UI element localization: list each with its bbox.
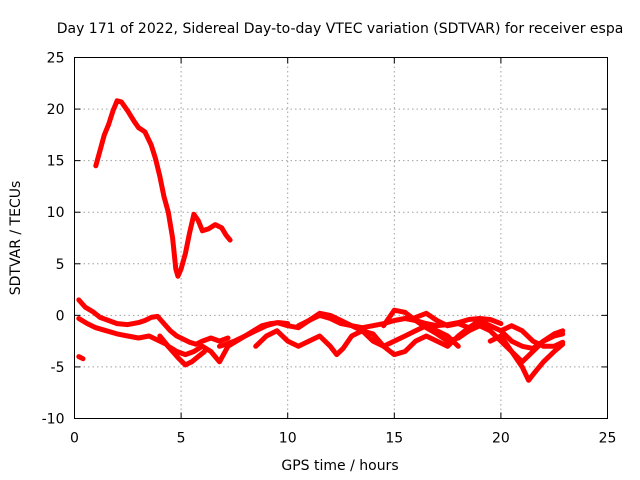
y-tick-label: 5 [56,257,65,273]
series-line-arc-j [487,333,566,383]
series-layer [76,98,566,383]
y-axis-label: SDTVAR / TECUs [8,181,24,296]
y-tick-label: 15 [47,154,65,170]
y-tick-label: -10 [42,412,65,428]
chart-title: Day 171 of 2022, Sidereal Day-to-day VTE… [57,21,624,37]
series-line-arc-c [76,354,86,362]
series-line-arc-b [76,316,208,368]
plot-frame [74,57,608,419]
x-axis-label: GPS time / hours [281,458,398,474]
x-tick-label: 25 [599,431,617,447]
x-tick-label: 5 [177,431,186,447]
series-line-arc-a [76,297,231,347]
y-tick-label: 0 [56,308,65,324]
y-tick-label: 10 [47,205,65,221]
y-tick-label: 20 [47,102,65,118]
series-line-arc-k [498,323,566,349]
series-line-arc-high [93,98,233,279]
x-tick-label: 20 [492,431,510,447]
y-tick-label: 25 [47,51,65,67]
y-tick-label: -5 [51,360,65,376]
x-tick-label: 10 [279,431,297,447]
x-tick-label: 0 [70,431,79,447]
grid-layer [74,57,608,419]
x-tick-label: 15 [385,431,403,447]
